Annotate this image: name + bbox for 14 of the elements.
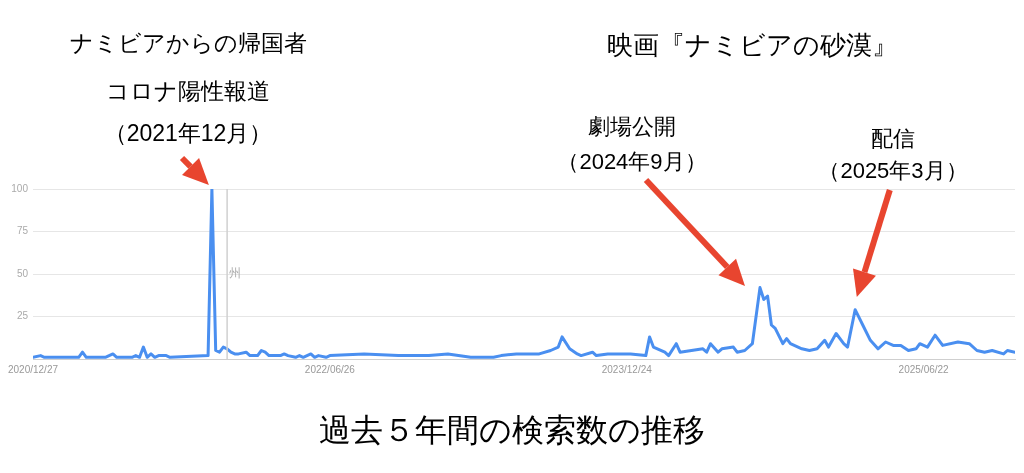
x-tick-label: 2025/06/22 [898,363,950,375]
text: 配信（2025年3月） [818,126,968,184]
y-tick-label: 75 [16,225,29,237]
x-tick-label: 2020/12/27 [7,363,59,375]
y-tick-label: 100 [11,182,29,194]
text: 劇場公開（2024年9月） [557,114,707,175]
y-tick-label: 50 [16,267,29,279]
x-tick-label: 2022/06/26 [304,363,356,375]
x-tick-label: 2023/12/24 [601,363,653,375]
ref-line-label: 州 [229,266,242,281]
annotation: ナミビアからの帰国者コロナ陽性報道（2021年12月） [69,30,307,147]
text: 過去５年間の検索数の推移 [319,411,705,448]
y-tick-label: 25 [16,310,29,322]
chart-title: 映画『ナミビアの砂漠』 [606,30,898,61]
